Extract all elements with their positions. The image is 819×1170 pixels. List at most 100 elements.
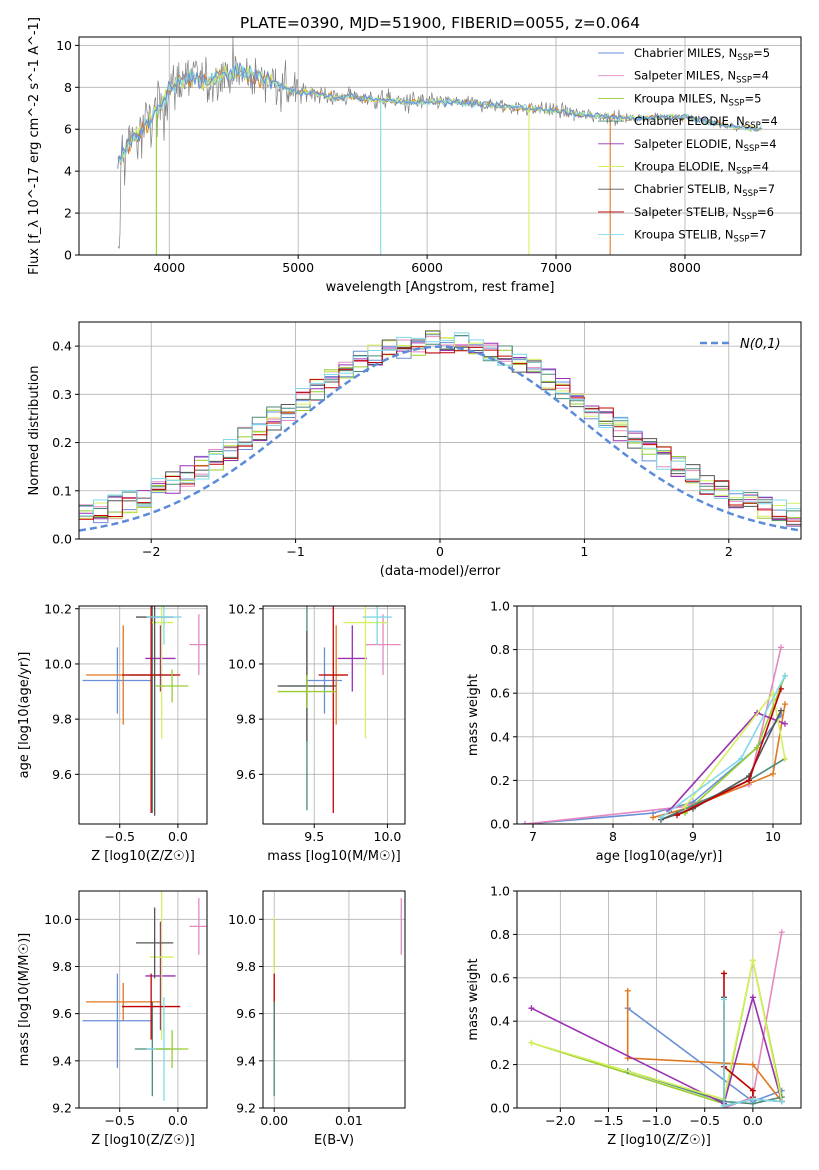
- y-tick-label: 9.2: [52, 1101, 72, 1116]
- plot-area: [79, 330, 801, 532]
- error-bar-point: [122, 973, 181, 1040]
- mass-weight-line: [660, 757, 786, 821]
- mass-weight-marker: [778, 707, 784, 714]
- mass-weight-marker: [624, 987, 631, 994]
- mass-weight-marker: [682, 803, 688, 810]
- mass-weight-marker: [749, 1061, 756, 1068]
- y-tick-label: 0.6: [490, 970, 510, 985]
- y-tick-label: 1.0: [490, 884, 510, 899]
- x-tick-label: 7: [529, 829, 537, 844]
- y-tick-label: 9.4: [52, 1053, 72, 1068]
- x-axis-label: (data-model)/error: [380, 564, 501, 579]
- x-axis-label: age [log10(age/yr)]: [596, 849, 723, 864]
- mass-weight-line: [531, 994, 783, 1105]
- x-tick-label: 1: [580, 544, 588, 559]
- error-bar-point: [337, 625, 367, 692]
- legend-label: Salpeter ELODIE, NSSP=4: [634, 137, 777, 154]
- panel-age-vs-Z: −0.5 0.0 9.6 9.8 10.0 10.2 Z [log10(Z/Z☉)] age …: [17, 601, 208, 864]
- x-axis-label: Z [log10(Z/Z☉)]: [91, 1133, 195, 1148]
- plot-area: [117, 37, 763, 255]
- y-tick-label: 9.4: [236, 1053, 256, 1068]
- y-tick-label: 1.0: [490, 599, 510, 614]
- y-tick-label: 0.8: [490, 642, 510, 657]
- y-tick-label: 0.2: [490, 773, 510, 788]
- error-bar-point: [155, 669, 189, 703]
- y-tick-label: 8: [64, 80, 72, 95]
- x-tick-label: 5000: [282, 260, 314, 275]
- y-axis-label: mass weight: [466, 958, 481, 1040]
- y-tick-label: 0.2: [52, 435, 72, 450]
- error-bar-point: [277, 674, 337, 709]
- legend-subscript: SSP: [741, 212, 757, 222]
- y-tick-label: 0.4: [490, 729, 510, 744]
- y-tick-label: 10.0: [228, 912, 256, 927]
- x-tick-label: 0.0: [743, 1113, 763, 1128]
- mass-weight-marker: [650, 814, 656, 821]
- x-tick-label: −1.0: [641, 1113, 671, 1128]
- legend-count: =4: [752, 160, 769, 174]
- legend-count: =4: [760, 137, 777, 151]
- legend-subscript: SSP: [729, 98, 745, 108]
- grid: [263, 606, 405, 824]
- mass-weight-marker: [528, 1005, 535, 1012]
- plot-area: [522, 644, 788, 824]
- error-bar-point: [122, 606, 181, 813]
- grid: [517, 605, 801, 825]
- y-tick-label: 10.2: [44, 601, 72, 616]
- y-tick-label: 0.0: [490, 817, 510, 832]
- plot-area: [273, 898, 402, 1097]
- legend-label: Kroupa ELODIE, NSSP=4: [634, 160, 769, 177]
- mass-weight-marker: [782, 755, 788, 762]
- residual-histogram-step: [79, 332, 801, 517]
- y-tick-label: 0.8: [490, 927, 510, 942]
- y-tick-label: 9.8: [52, 959, 72, 974]
- y-axis-label: mass weight: [466, 674, 481, 756]
- y-axis-label: age [log10(age/yr)]: [17, 652, 32, 779]
- y-tick-label: 0.2: [490, 1057, 510, 1072]
- y-axis-label: Normed distribution: [27, 366, 42, 496]
- mass-weight-marker: [749, 957, 756, 964]
- grid: [79, 322, 801, 540]
- legend-label: Chabrier ELODIE, NSSP=4: [634, 114, 778, 131]
- error-bar-point: [145, 921, 176, 1031]
- mass-weight-marker: [528, 1039, 535, 1046]
- axes-frame: [78, 605, 208, 825]
- mass-weight-marker: [720, 970, 727, 977]
- x-tick-label: 9: [689, 829, 697, 844]
- mass-weight-marker: [782, 701, 788, 708]
- x-tick-label: 8: [609, 829, 617, 844]
- x-axis-label: Z [log10(Z/Z☉)]: [607, 1133, 711, 1148]
- mass-weight-line: [524, 647, 782, 824]
- panel-age-vs-mass: 9.5 10.0 9.6 9.8 10.0 10.2 mass [log10(M/M☉)]: [228, 601, 406, 864]
- y-tick-label: 10.0: [44, 656, 72, 671]
- mass-weight-marker: [778, 1098, 785, 1105]
- y-axis-label: mass [log10(M/M☉)]: [17, 933, 32, 1066]
- model-spectrum-line: [117, 62, 762, 169]
- x-tick-label: −2.0: [545, 1113, 575, 1128]
- y-tick-label: 6: [64, 122, 72, 137]
- y-tick-label: 10.2: [228, 601, 256, 616]
- x-tick-label: 0.00: [260, 1113, 288, 1128]
- mass-weight-marker: [720, 996, 727, 1003]
- y-tick-label: 9.6: [52, 1006, 72, 1021]
- mass-weight-marker: [782, 672, 788, 679]
- y-tick-label: 0: [64, 248, 72, 263]
- error-bar-point: [362, 606, 392, 645]
- legend-count: =5: [744, 91, 761, 105]
- normal-curve-line: [79, 345, 799, 532]
- mass-weight-marker: [738, 755, 744, 762]
- legend-count: =6: [757, 205, 774, 219]
- axes-frame: [262, 605, 406, 825]
- legend-label: Chabrier STELIB, NSSP=7: [634, 182, 775, 199]
- spectrum-legend: Chabrier MILES, NSSP=5 Salpeter MILES, NS…: [598, 46, 778, 245]
- mass-weight-marker: [778, 644, 784, 651]
- y-tick-label: 0.0: [490, 1101, 510, 1116]
- legend-count: =4: [761, 114, 778, 128]
- x-tick-label: −1: [286, 544, 304, 559]
- y-tick-label: 0.3: [52, 387, 72, 402]
- y-tick-label: 0.0: [52, 532, 72, 547]
- x-tick-label: 10.0: [374, 829, 402, 844]
- error-bar-point: [136, 907, 174, 979]
- legend-count: =5: [753, 46, 770, 60]
